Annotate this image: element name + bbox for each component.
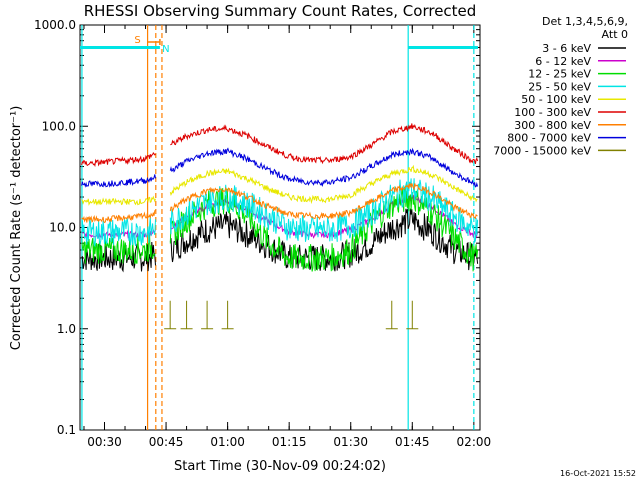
x-tick-label: 00:30 <box>87 435 122 449</box>
legend-label: 7000 - 15000 keV <box>493 144 591 157</box>
y-tick-label: 1.0 <box>57 322 76 336</box>
legend-header-line-1: Det 1,3,4,5,6,9, <box>542 15 628 28</box>
series-line <box>81 174 156 188</box>
legend-header-line-2: Att 0 <box>602 28 628 41</box>
y-tick-label: 10.0 <box>49 221 76 235</box>
y-tick-label: 1000.0 <box>34 18 76 32</box>
legend-label: 100 - 300 keV <box>514 106 591 119</box>
x-tick-label: 01:00 <box>210 435 245 449</box>
series-line <box>169 208 479 272</box>
series-line <box>81 195 156 206</box>
series-line <box>81 210 156 224</box>
series-line <box>81 216 156 247</box>
legend-label: 300 - 800 keV <box>514 119 591 132</box>
x-tick-label: 01:15 <box>272 435 307 449</box>
legend-label: 25 - 50 keV <box>528 80 591 93</box>
x-tick-label: 02:00 <box>457 435 492 449</box>
series-line <box>169 178 479 243</box>
series-line <box>169 164 478 205</box>
x-tick-label: 01:30 <box>333 435 368 449</box>
chart-title: RHESSI Observing Summary Count Rates, Co… <box>84 2 477 20</box>
annotation-label-s: S <box>134 35 140 46</box>
series-line <box>170 123 479 165</box>
legend-label: 12 - 25 keV <box>528 68 591 81</box>
series-line <box>169 183 478 221</box>
y-axis-label: Corrected Count Rate (s⁻¹ detector⁻¹) <box>9 106 24 351</box>
x-tick-label: 00:45 <box>149 435 184 449</box>
series-line <box>81 151 156 168</box>
x-tick-label: 01:45 <box>395 435 430 449</box>
series-line <box>169 147 479 188</box>
footer-timestamp: 16-Oct-2021 15:52 <box>560 469 636 478</box>
legend-label: 3 - 6 keV <box>542 42 591 55</box>
series-line <box>81 234 156 264</box>
legend-label: 800 - 7000 keV <box>507 132 591 145</box>
y-tick-label: 0.1 <box>57 423 76 437</box>
annotation-label-n: N <box>162 44 169 55</box>
y-tick-label: 100.0 <box>42 119 76 133</box>
x-axis-label: Start Time (30-Nov-09 00:24:02) <box>174 459 386 474</box>
series-line <box>169 185 479 272</box>
legend-label: 6 - 12 keV <box>535 55 591 68</box>
plot-area: 0.1 1.0 10.0 100.0 1000.0 00:30 00:45 01:00 01:1… <box>34 18 491 449</box>
legend-label: 50 - 100 keV <box>521 93 591 106</box>
